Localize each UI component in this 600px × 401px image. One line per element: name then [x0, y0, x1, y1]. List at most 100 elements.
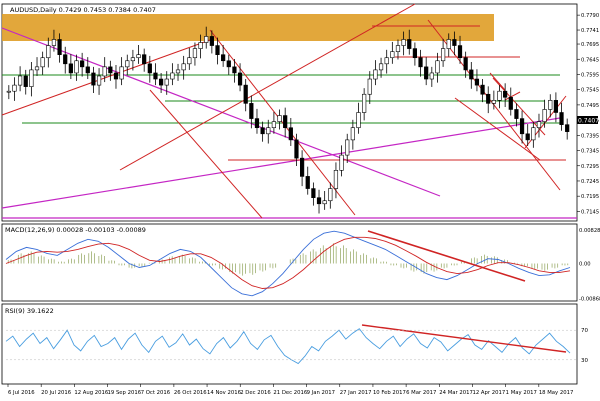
macd-title: MACD(12,26,9) 0.00028 -0.00103 -0.00089: [5, 226, 146, 234]
candle-body: [328, 188, 333, 202]
candle-body: [34, 66, 40, 71]
price-ytick-label: 0.7195: [581, 194, 599, 200]
candle-body: [542, 109, 547, 122]
candle-body: [339, 154, 344, 171]
candle-body: [63, 54, 68, 65]
x-tick-label: 19 Sep 2016: [108, 390, 142, 396]
candle-body: [249, 103, 254, 119]
candle-body: [548, 100, 553, 110]
price-ytick-label: 0.7790: [581, 13, 599, 19]
candle-body: [237, 72, 243, 86]
candle-body: [91, 72, 96, 86]
candle-body: [362, 93, 367, 113]
price-ytick-label: 0.7595: [581, 72, 599, 78]
candle-body: [429, 72, 434, 80]
candle-body: [305, 176, 310, 189]
candle-body: [356, 112, 361, 129]
candle-body: [74, 60, 79, 74]
candle-body: [395, 45, 401, 52]
red-short-3: [489, 72, 506, 91]
candle-body: [277, 115, 282, 122]
x-tick-label: 26 Oct 2016: [174, 390, 207, 396]
candle-body: [209, 36, 214, 46]
candle-body: [373, 69, 378, 80]
candle-body: [153, 72, 158, 80]
price-ytick-label: 0.7695: [581, 42, 599, 48]
rsi-panel-frame: [1, 303, 578, 385]
candle-body: [215, 45, 220, 55]
candle-body: [401, 39, 406, 46]
candle-body: [187, 57, 192, 65]
candle-body: [23, 75, 28, 87]
x-tick-label: 18 May 2017: [539, 390, 574, 396]
candle-body: [452, 39, 457, 46]
candle-body: [288, 127, 293, 141]
candle-body: [294, 139, 299, 159]
candle-body: [497, 90, 502, 101]
candle-body: [113, 72, 119, 80]
candle-body: [181, 63, 186, 71]
candle-body: [299, 157, 305, 177]
x-tick-label: 1 May 2017: [506, 390, 537, 396]
price-ytick-label: 0.7245: [581, 179, 599, 185]
candle-body: [316, 197, 322, 205]
candle-body: [40, 57, 45, 68]
candle-body: [446, 39, 451, 49]
rsi-ytick-label: 70: [581, 328, 588, 334]
price-title: AUDUSD,Daily 0.7429 0.7453 0.7384 0.7407: [10, 6, 156, 14]
candle-body: [491, 100, 496, 104]
candle-body: [412, 48, 418, 59]
candle-body: [254, 118, 260, 129]
x-tick-label: 12 Apr 2017: [472, 390, 505, 396]
candle-body: [531, 127, 536, 141]
x-tick-label: 21 Dec 2016: [273, 390, 307, 396]
magenta-trend-2: [1, 117, 561, 209]
candle-body: [68, 63, 73, 74]
candle-body: [6, 90, 11, 93]
rsi-divergence-line: [361, 324, 567, 353]
candle-body: [378, 63, 384, 71]
candle-body: [17, 75, 23, 86]
candle-body: [271, 121, 277, 129]
price-ytick-label: 0.7645: [581, 57, 599, 63]
x-tick-label: 27 Jan 2017: [340, 390, 372, 396]
candle-body: [226, 60, 231, 68]
price-ytick-label: 0.7145: [581, 209, 599, 215]
rsi-ytick-label: 30: [581, 358, 588, 364]
candle-body: [463, 57, 468, 71]
x-tick-label: 10 Feb 2017: [373, 390, 406, 396]
candle-body: [192, 48, 198, 59]
candle-body: [474, 78, 480, 86]
price-ytick-label: 0.7395: [581, 133, 599, 139]
candle-body: [125, 60, 130, 68]
price-ytick-label: 0.7741: [581, 28, 599, 34]
candle-body: [536, 121, 542, 129]
rsi-title: RSI(9) 39.1622: [5, 307, 54, 315]
candle-body: [243, 84, 248, 104]
candle-body: [559, 112, 564, 125]
red-rising-long: [119, 3, 416, 171]
candle-body: [367, 78, 372, 95]
candle-body: [266, 127, 271, 135]
candle-body: [311, 188, 316, 198]
signal-line: [5, 236, 571, 289]
candle-body: [390, 51, 395, 59]
x-tick-label: 24 Mar 2017: [439, 390, 473, 396]
macd-line: [5, 230, 571, 297]
candle-body: [350, 127, 355, 141]
macd-ytick-label: 0.00: [579, 262, 591, 268]
x-tick-label: 7 Oct 2016: [141, 390, 171, 396]
candle-body: [480, 84, 485, 95]
candle-body: [204, 36, 209, 43]
current-price-label: 0.7407: [578, 118, 599, 125]
x-tick-label: 2 Dec 2016: [240, 390, 271, 396]
macd-divergence-line: [367, 230, 526, 282]
red-short-4: [492, 77, 546, 136]
price-ytick-label: 0.7495: [581, 103, 599, 109]
candle-body: [424, 66, 429, 80]
x-tick-label: 6 Mar 2017: [406, 390, 436, 396]
candle-body: [260, 127, 265, 135]
current-price-box: [577, 116, 598, 124]
